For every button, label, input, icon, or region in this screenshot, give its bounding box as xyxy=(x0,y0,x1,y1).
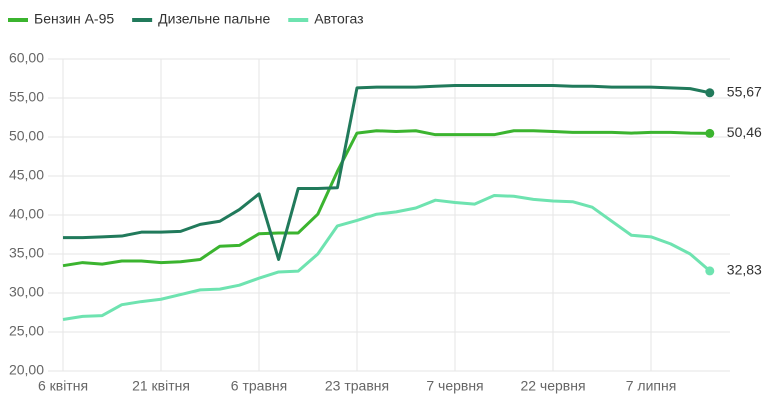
legend-label: Дизельне пальне xyxy=(158,11,270,27)
end-point xyxy=(705,88,715,98)
y-tick-label: 50,00 xyxy=(9,128,44,144)
y-tick-label: 55,00 xyxy=(9,89,44,105)
series-line xyxy=(63,84,711,261)
y-tick-label: 35,00 xyxy=(9,245,44,261)
value-label: 32,83 xyxy=(727,262,762,278)
value-label: 55,67 xyxy=(727,83,762,99)
y-tick-label: 25,00 xyxy=(9,323,44,339)
end-point xyxy=(705,266,715,276)
legend-label: Автогаз xyxy=(314,11,363,27)
y-tick-label: 20,00 xyxy=(9,362,44,378)
y-tick-label: 40,00 xyxy=(9,206,44,222)
end-point xyxy=(705,128,715,138)
x-tick-label: 22 червня xyxy=(520,378,585,394)
x-tick-label: 6 квітня xyxy=(38,378,88,394)
series-line xyxy=(62,129,710,268)
series-line xyxy=(62,194,711,322)
y-tick-label: 60,00 xyxy=(9,50,44,66)
y-tick-label: 30,00 xyxy=(9,284,44,300)
x-tick-label: 7 липня xyxy=(626,378,677,394)
value-label: 50,46 xyxy=(727,124,762,140)
x-tick-label: 6 травня xyxy=(231,378,287,394)
y-tick-label: 45,00 xyxy=(9,167,44,183)
x-tick-label: 21 квітня xyxy=(132,378,190,394)
x-tick-label: 7 червня xyxy=(426,378,483,394)
x-tick-label: 23 травня xyxy=(325,378,389,394)
legend-label: Бензин А-95 xyxy=(34,11,114,27)
